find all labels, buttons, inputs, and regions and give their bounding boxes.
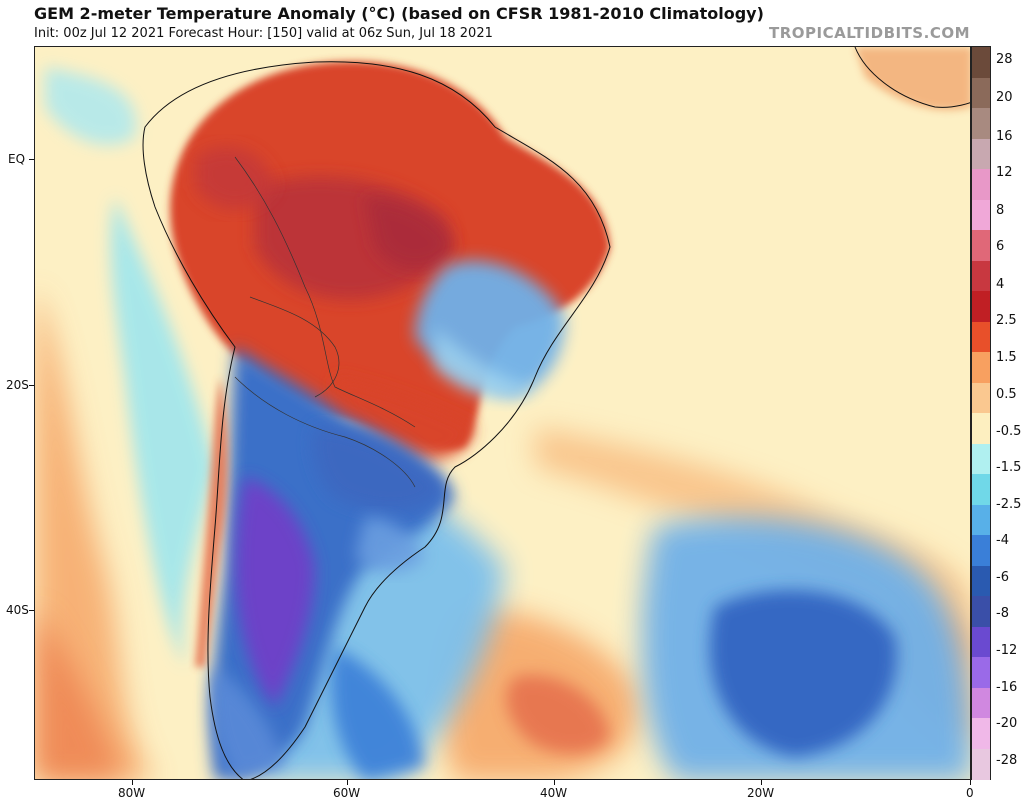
colorbar-label: 2.5 (996, 313, 1017, 328)
colorbar-segment (972, 291, 990, 322)
map-field-svg (35, 47, 970, 779)
patagonia-cool (211, 667, 285, 779)
pacific-cool-streak (110, 197, 215, 667)
lon-label-60w: 60W (333, 786, 361, 800)
colorbar-segment (972, 596, 990, 627)
lon-tick (132, 780, 133, 785)
lon-label-20w: 20W (747, 786, 775, 800)
brazil-cool-edge (435, 327, 535, 398)
colorbar-label: 28 (996, 52, 1013, 67)
lat-tick (29, 385, 34, 386)
africa-warm-corner (855, 47, 970, 111)
lon-tick (347, 780, 348, 785)
colorbar-segment (972, 504, 990, 536)
colorbar-label: 0.5 (996, 387, 1017, 402)
colorbar-label: -6 (996, 570, 1009, 585)
lon-label-0: 0 (966, 786, 974, 800)
colorbar-segment (972, 474, 990, 505)
lon-tick (761, 780, 762, 785)
lat-label-eq: EQ (8, 152, 26, 166)
lat-tick (29, 610, 34, 611)
lon-label-40w: 40W (540, 786, 568, 800)
colorbar-segment (972, 718, 990, 749)
colorbar-segment (972, 199, 990, 231)
colorbar-segment (972, 382, 990, 414)
anomaly-map (34, 46, 971, 780)
continent-hot-west (195, 147, 275, 210)
colorbar-label: -16 (996, 680, 1018, 695)
colorbar-label: 6 (996, 239, 1005, 254)
colorbar-segment (972, 260, 990, 292)
africa-coastline (854, 47, 970, 108)
andes-warm-strip (195, 377, 228, 667)
colorbar-segment (972, 565, 990, 597)
colorbar-segment (972, 352, 990, 383)
continent-hot-east (365, 197, 455, 270)
colorbar-segment (972, 108, 990, 139)
colorbar-segment (972, 47, 990, 78)
colorbar-segment (972, 657, 990, 688)
colorbar (971, 46, 991, 780)
pacific-cool-north (45, 67, 137, 146)
south-cool-dark (331, 647, 425, 779)
se-brazil-warm (335, 377, 475, 461)
bolivia-border (249, 296, 340, 398)
colorbar-label: 12 (996, 165, 1013, 180)
run-info: Init: 00z Jul 12 2021 Forecast Hour: [15… (34, 26, 493, 41)
colorbar-segment (972, 443, 990, 475)
colorbar-label: -20 (996, 716, 1018, 731)
colorbar-label: -4 (996, 533, 1009, 548)
lon-tick (970, 780, 971, 785)
atlantic-warm-east (535, 427, 970, 666)
brand-watermark: TROPICALTIDBITS.COM (769, 24, 970, 42)
colorbar-label: 16 (996, 129, 1013, 144)
colorbar-label: 8 (996, 203, 1005, 218)
lon-label-80w: 80W (118, 786, 146, 800)
map-title: GEM 2-meter Temperature Anomaly (°C) (ba… (34, 4, 764, 23)
uruguay-cool (355, 517, 425, 572)
lat-tick (29, 159, 34, 160)
colorbar-label: -12 (996, 643, 1018, 658)
colorbar-segment (972, 535, 990, 566)
lon-tick (554, 780, 555, 785)
atlantic-warm-core (506, 675, 610, 754)
colorbar-segment (972, 230, 990, 261)
south-america-coastline (142, 61, 611, 779)
atlantic-cool-core (709, 590, 897, 757)
colorbar-label: 20 (996, 90, 1013, 105)
colorbar-label: 1.5 (996, 350, 1017, 365)
brazil-border (234, 156, 416, 428)
argentina-border (234, 376, 416, 488)
lat-label-20s: 20S (6, 378, 29, 392)
colorbar-segment (972, 687, 990, 719)
colorbar-segment (972, 413, 990, 444)
colorbar-label: -28 (996, 753, 1018, 768)
colorbar-segment (972, 169, 990, 200)
paraguay-cool (313, 427, 445, 511)
colorbar-segment (972, 748, 990, 780)
colorbar-label: -8 (996, 606, 1009, 621)
colorbar-segment (972, 77, 990, 109)
lat-label-40s: 40S (6, 603, 29, 617)
colorbar-segment (972, 321, 990, 353)
colorbar-label: -2.5 (996, 497, 1022, 512)
colorbar-label: 4 (996, 277, 1005, 292)
pacific-warm-deep (35, 607, 125, 779)
colorbar-segment (972, 626, 990, 658)
argentina-cold-core (235, 477, 315, 707)
colorbar-segment (972, 138, 990, 170)
colorbar-label: -0.5 (996, 424, 1022, 439)
colorbar-label: -1.5 (996, 460, 1022, 475)
